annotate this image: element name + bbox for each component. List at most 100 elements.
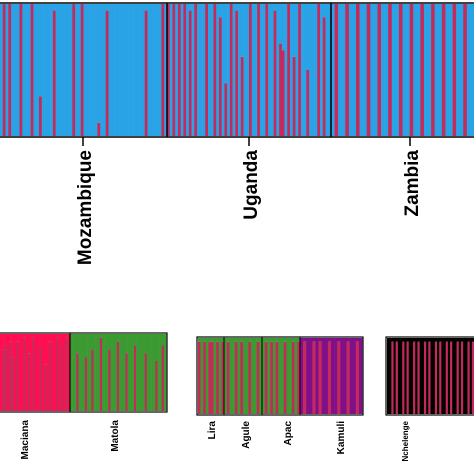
bar-matola-7-green	[84, 334, 88, 358]
bar-mozambique-7-red	[19, 4, 23, 136]
bar-zambia-18-blue	[395, 4, 400, 136]
bar-uganda-9-blue	[191, 4, 195, 136]
bar-uganda-4-red	[177, 4, 181, 136]
bar-uganda-41-red	[279, 43, 283, 136]
bar-uganda-12-blue	[199, 4, 203, 136]
bar-agule-10-green	[251, 338, 255, 414]
bar-lira-9-red	[221, 341, 225, 414]
bar-kamuli-15-red	[346, 341, 350, 414]
bar-uganda-21-blue	[224, 4, 228, 84]
bar-nchelenge-29-black	[450, 338, 453, 342]
bar-mozambique-2-blue	[5, 4, 9, 136]
label-uganda: Uganda	[241, 150, 262, 220]
bottom-left-bars	[0, 334, 167, 411]
bar-lira-6-green	[213, 338, 217, 414]
bottom-middle-panel: Lira Agule Apac Kamuli	[196, 336, 364, 454]
bar-maciana-20-pink	[46, 334, 50, 411]
bar-mozambique-19-red	[52, 10, 56, 137]
label-maciana: Maciana	[20, 420, 31, 460]
bar-apac-3-red	[270, 341, 274, 414]
bar-maciana-5-pink	[11, 334, 15, 358]
bar-nchelenge-12-black	[413, 338, 416, 342]
bar-maciana-28-red	[65, 337, 68, 411]
bar-uganda-38-blue	[270, 4, 274, 136]
bar-mozambique-22-blue	[61, 4, 65, 136]
bar-agule-1-green	[226, 338, 230, 342]
bar-mozambique-15-blue	[41, 4, 45, 136]
bar-lira-3-green	[205, 338, 209, 414]
bar-uganda-26-blue	[238, 4, 242, 136]
bar-uganda-22-blue	[227, 4, 231, 136]
bar-matola-27-green	[127, 334, 131, 411]
bar-matola-43-green	[161, 334, 165, 346]
bar-maciana-2-red	[4, 345, 8, 411]
bar-mozambique-46-blue	[128, 4, 132, 136]
bar-apac-5-green	[275, 338, 279, 342]
bar-nchelenge-13-black	[415, 338, 418, 414]
bar-matola-22-green	[116, 334, 120, 342]
bar-maciana-18-pink	[42, 334, 45, 411]
bar-uganda-19-red	[218, 17, 222, 137]
bar-kamuli-9-red	[327, 341, 332, 414]
bar-uganda-1-blue	[169, 4, 173, 136]
bar-matola-19-green	[110, 334, 113, 411]
bar-nchelenge-2-red	[391, 341, 394, 414]
bar-zambia-31-red	[441, 4, 446, 136]
bar-kamuli-7-purple	[321, 338, 326, 414]
bar-matola-33-green	[140, 334, 143, 411]
bar-agule-0-green	[224, 338, 228, 414]
bar-zambia-9-blue	[363, 4, 368, 136]
bar-zambia-6-blue	[352, 4, 357, 136]
bar-maciana-12-red	[28, 353, 31, 411]
bar-mozambique-14-blue	[38, 4, 43, 97]
bar-zambia-21-blue	[406, 4, 410, 136]
bar-maciana-3-pink	[7, 334, 10, 411]
bar-uganda-8-red	[188, 10, 192, 137]
bar-maciana-19-red	[44, 364, 47, 411]
bar-zambia-17-blue	[391, 4, 396, 136]
bar-nchelenge-8-black	[404, 338, 407, 414]
bar-maciana-12-pink	[28, 334, 31, 354]
bar-nchelenge-26-black	[443, 338, 447, 414]
bar-maciana-16-pink	[37, 334, 40, 411]
bar-agule-9-green	[248, 338, 252, 342]
bar-maciana-25-pink	[58, 334, 61, 411]
bar-mozambique-49-blue	[136, 4, 140, 136]
bar-kamuli-13-purple	[340, 338, 344, 414]
bar-mozambique-18-blue	[50, 4, 54, 136]
bar-zambia-33-blue	[448, 4, 453, 136]
bar-zambia-39-blue	[470, 4, 474, 136]
bar-uganda-29-blue	[246, 4, 250, 136]
bar-nchelenge-25-black	[441, 338, 444, 414]
bar-mozambique-43-blue	[119, 4, 123, 136]
bar-nchelenge-22-black	[434, 338, 438, 342]
bar-uganda-0-red	[167, 4, 171, 136]
bar-maciana-17-pink	[39, 334, 43, 346]
bar-nchelenge-37-red	[467, 341, 470, 414]
bar-nchelenge-10-black	[408, 338, 412, 414]
bar-zambia-20-blue	[402, 4, 407, 136]
bar-nchelenge-4-red	[395, 341, 399, 414]
top-panel: Mozambique Uganda Zambia	[0, 2, 474, 265]
bar-maciana-1-pink	[2, 334, 5, 350]
bar-mozambique-57-blue	[158, 4, 162, 136]
bar-matola-41-green	[157, 334, 160, 411]
bar-matola-38-green	[151, 334, 154, 411]
label-apac: Apac	[283, 421, 294, 446]
bar-mozambique-30-blue	[83, 4, 87, 136]
bar-maciana-24-pink	[56, 334, 59, 338]
bar-zambia-29-blue	[434, 4, 439, 136]
bar-lira-1-green	[200, 338, 204, 414]
bar-mozambique-48-blue	[133, 4, 137, 136]
bar-kamuli-9-purple	[327, 338, 332, 342]
bar-nchelenge-20-black	[430, 338, 433, 414]
bar-zambia-26-blue	[423, 4, 428, 136]
bar-kamuli-4-red	[312, 341, 316, 414]
bar-nchelenge-31-black	[454, 338, 457, 414]
bar-kamuli-11-purple	[334, 338, 338, 414]
bar-maciana-15-pink	[35, 334, 38, 411]
bar-matola-39-green	[153, 334, 156, 411]
bar-nchelenge-14-black	[417, 338, 420, 342]
bar-maciana-21-pink	[49, 334, 52, 342]
bar-mozambique-14-red	[38, 96, 43, 136]
